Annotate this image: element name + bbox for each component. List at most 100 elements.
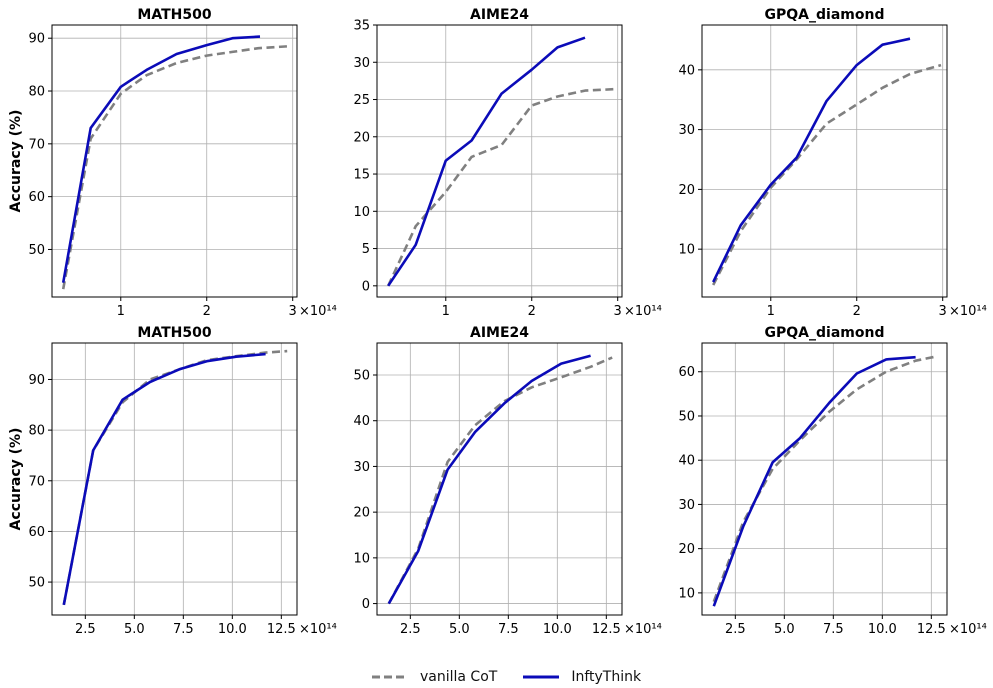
- y-tick-label: 90: [28, 373, 45, 388]
- y-tick-label: 90: [28, 32, 45, 47]
- series-line-vanilla-cot: [62, 349, 288, 606]
- x-tick-label: 12.5: [917, 622, 946, 637]
- chart-title: AIME24: [470, 7, 529, 23]
- chart-title: MATH500: [137, 325, 211, 341]
- legend-label-inftythink: InftyThink: [571, 669, 642, 685]
- y-tick-label: 50: [678, 409, 695, 424]
- chart-title: AIME24: [470, 325, 529, 341]
- x-multiplier-label: ×10¹⁴: [624, 622, 662, 637]
- y-tick-label: 0: [362, 597, 370, 612]
- axes-frame: [376, 24, 623, 298]
- chart-panel-6: 2.5 5.0 7.5 10.0 12.5 10 20 30 40 50 60 ×10¹⁴ GPQA_d…: [678, 325, 986, 637]
- x-tick-label: 2.5: [400, 622, 421, 637]
- x-tick-label: 1: [442, 304, 450, 319]
- axes-frame: [51, 24, 298, 298]
- chart-title: MATH500: [137, 7, 211, 23]
- chart-title: GPQA_diamond: [765, 7, 885, 23]
- x-multiplier-label: ×10¹⁴: [299, 622, 337, 637]
- x-tick-label: 10.0: [868, 622, 897, 637]
- x-tick-label: 3: [939, 304, 947, 319]
- x-tick-label: 5.0: [449, 622, 470, 637]
- x-multiplier-label: ×10¹⁴: [624, 304, 662, 319]
- y-tick-label: 20: [353, 506, 370, 521]
- x-tick-label: 12.5: [592, 622, 621, 637]
- y-tick-label: 50: [28, 576, 45, 591]
- y-tick-label: 20: [353, 130, 370, 145]
- y-tick-label: 70: [28, 137, 45, 152]
- axes-frame: [701, 342, 948, 616]
- legend-swatch-solid: [523, 675, 560, 679]
- axes-frame: [376, 342, 623, 616]
- chart-panel-3: 1 2 3 10 20 30 40 ×10¹⁴ GPQA_diamond: [678, 7, 986, 319]
- series-line-inftythink: [387, 36, 586, 287]
- x-tick-label: 5.0: [124, 622, 145, 637]
- y-tick-label: 80: [28, 85, 45, 100]
- x-tick-label: 7.5: [823, 622, 844, 637]
- axes-frame: [701, 24, 948, 298]
- legend-swatch-dashed: [372, 675, 408, 679]
- y-tick-label: 60: [28, 190, 45, 205]
- y-tick-label: 10: [678, 243, 695, 258]
- y-tick-label: 30: [678, 498, 695, 513]
- y-tick-label: 50: [28, 243, 45, 258]
- y-tick-label: 40: [678, 63, 695, 78]
- y-tick-label: 80: [28, 424, 45, 439]
- x-tick-label: 3: [614, 304, 622, 319]
- chart-panel-1: 1 2 3 50 60 70 80 90 ×10¹⁴ MATH500 Accuracy (%): [8, 7, 337, 319]
- series-line-inftythink: [62, 352, 266, 606]
- y-tick-label: 40: [353, 414, 370, 429]
- x-tick-label: 7.5: [173, 622, 194, 637]
- y-tick-label: 10: [353, 205, 370, 220]
- x-tick-label: 2: [203, 304, 211, 319]
- series-line-inftythink: [712, 355, 916, 607]
- y-tick-label: 20: [678, 183, 695, 198]
- x-tick-label: 12.5: [267, 622, 296, 637]
- x-tick-label: 7.5: [498, 622, 519, 637]
- series-line-inftythink: [387, 354, 591, 605]
- chart-title: GPQA_diamond: [765, 325, 885, 341]
- y-tick-label: 30: [678, 123, 695, 138]
- y-tick-label: 40: [678, 454, 695, 469]
- x-tick-label: 2.5: [75, 622, 96, 637]
- series-line-vanilla-cot: [387, 87, 617, 287]
- y-tick-label: 70: [28, 474, 45, 489]
- x-tick-label: 1: [117, 304, 125, 319]
- series-line-inftythink: [61, 35, 261, 283]
- y-tick-label: 0: [362, 279, 370, 294]
- x-multiplier-label: ×10¹⁴: [949, 622, 987, 637]
- y-tick-label: 50: [353, 369, 370, 384]
- series-line-vanilla-cot: [387, 356, 613, 605]
- y-tick-label: 10: [678, 586, 695, 601]
- y-axis-label: Accuracy (%): [8, 428, 24, 531]
- y-axis-label: Accuracy (%): [8, 110, 24, 213]
- legend: vanilla CoT InftyThink: [372, 666, 692, 688]
- x-tick-label: 1: [767, 304, 775, 319]
- chart-panel-5: 2.5 5.0 7.5 10.0 12.5 0 10 20 30 40 50 ×10¹⁴ AIME24: [353, 325, 661, 637]
- x-tick-label: 2: [853, 304, 861, 319]
- y-tick-label: 15: [353, 168, 370, 183]
- y-tick-label: 60: [28, 525, 45, 540]
- y-tick-label: 60: [678, 365, 695, 380]
- y-tick-label: 30: [353, 460, 370, 475]
- x-tick-label: 5.0: [774, 622, 795, 637]
- y-tick-label: 30: [353, 56, 370, 71]
- x-multiplier-label: ×10¹⁴: [299, 304, 337, 319]
- axes-frame: [51, 342, 298, 616]
- series-line-vanilla-cot: [712, 63, 942, 286]
- y-tick-label: 25: [353, 93, 370, 108]
- legend-item-inftythink: InftyThink: [523, 669, 641, 685]
- y-tick-label: 20: [678, 542, 695, 557]
- series-line-vanilla-cot: [61, 44, 292, 290]
- y-tick-label: 10: [353, 551, 370, 566]
- legend-label-vanilla-cot: vanilla CoT: [420, 669, 498, 685]
- series-line-inftythink: [712, 37, 911, 283]
- chart-panel-4: 2.5 5.0 7.5 10.0 12.5 50 60 70 80 90 ×10¹⁴ MATH500 A…: [8, 325, 337, 637]
- x-tick-label: 2: [528, 304, 536, 319]
- series-line-vanilla-cot: [712, 355, 938, 603]
- legend-item-vanilla-cot: vanilla CoT: [372, 669, 497, 685]
- x-tick-label: 10.0: [543, 622, 572, 637]
- x-tick-label: 3: [289, 304, 297, 319]
- y-tick-label: 35: [353, 19, 370, 34]
